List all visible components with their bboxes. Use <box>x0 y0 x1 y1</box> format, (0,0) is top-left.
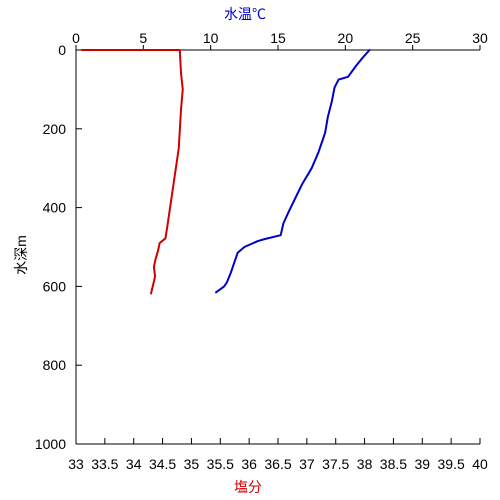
left-axis-ticks: 0 200 400 600 800 1000 <box>35 42 82 452</box>
top-axis-title: 水温℃ <box>224 6 266 22</box>
top-tick-label: 0 <box>72 30 80 46</box>
top-tick-label: 25 <box>405 30 421 46</box>
top-axis-ticks: 0 5 10 15 20 25 30 <box>72 30 488 50</box>
temperature-profile-line <box>215 49 371 294</box>
bottom-tick-label: 36.5 <box>264 456 291 472</box>
bottom-tick-label: 35 <box>184 456 200 472</box>
bottom-tick-label: 33.5 <box>91 456 118 472</box>
bottom-tick-label: 33 <box>68 456 84 472</box>
bottom-axis-title: 塩分 <box>234 479 262 495</box>
bottom-tick-label: 35.5 <box>207 456 234 472</box>
bottom-tick-label: 34 <box>126 456 142 472</box>
y-axis-title: 水深m <box>13 235 29 275</box>
bottom-tick-label: 39.5 <box>438 456 465 472</box>
salinity-profile-line <box>80 49 184 295</box>
bottom-tick-label: 39 <box>414 456 430 472</box>
depth-tick-label: 200 <box>43 121 67 137</box>
bottom-tick-label: 37.5 <box>322 456 349 472</box>
depth-tick-label: 400 <box>43 200 67 216</box>
bottom-tick-label: 37 <box>299 456 315 472</box>
series-layer <box>80 49 371 295</box>
bottom-tick-label: 40 <box>472 456 488 472</box>
top-tick-label: 5 <box>139 30 147 46</box>
depth-tick-label: 800 <box>43 357 67 373</box>
bottom-tick-label: 36 <box>241 456 257 472</box>
depth-tick-label: 0 <box>58 42 66 58</box>
top-tick-label: 20 <box>338 30 354 46</box>
bottom-tick-label: 38.5 <box>380 456 407 472</box>
top-tick-label: 30 <box>472 30 488 46</box>
top-tick-label: 10 <box>203 30 219 46</box>
depth-tick-label: 600 <box>43 278 67 294</box>
top-tick-label: 15 <box>270 30 286 46</box>
bottom-tick-label: 38 <box>357 456 373 472</box>
depth-tick-label: 1000 <box>35 436 66 452</box>
bottom-tick-label: 34.5 <box>149 456 176 472</box>
bottom-axis-ticks: 33 33.5 34 34.5 35 35.5 36 36.5 37 37.5 38 38.5 39 39… <box>68 438 488 472</box>
